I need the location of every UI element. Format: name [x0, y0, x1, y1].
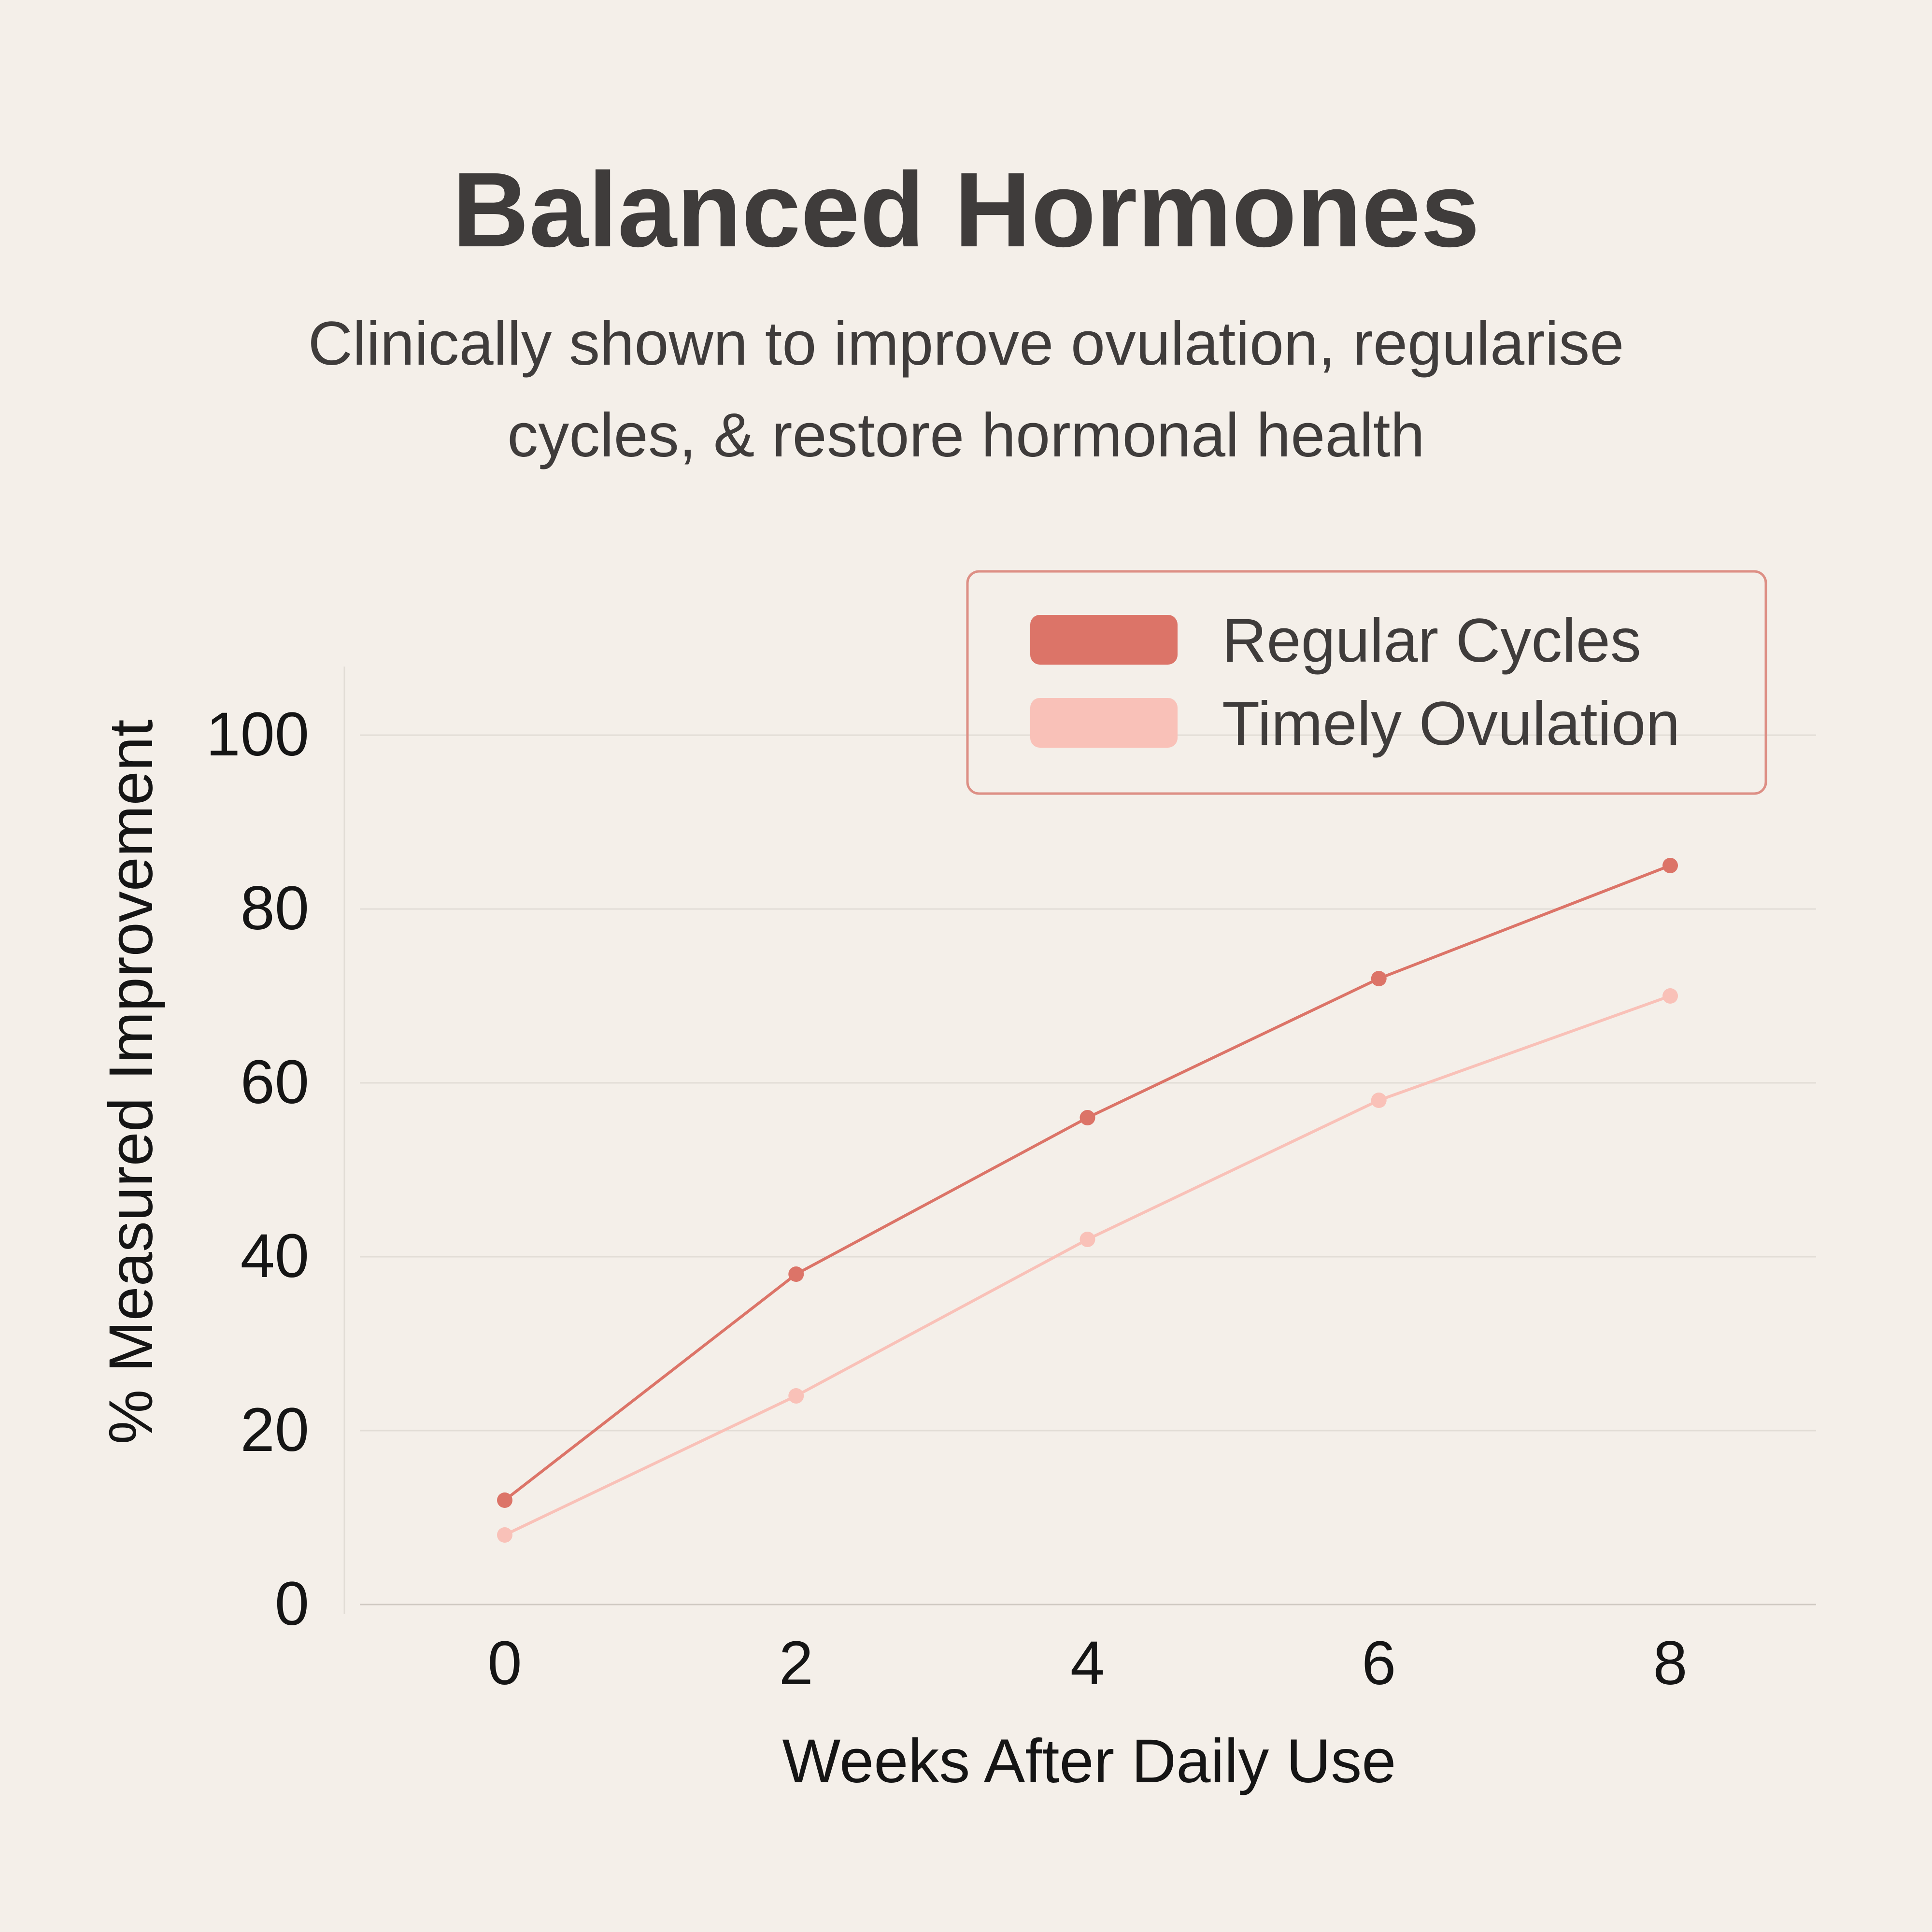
data-point-timely-ovulation-week-4 — [1080, 1232, 1095, 1247]
axes — [343, 667, 1816, 1614]
y-axis-title: % Measured Improvement — [97, 719, 166, 1444]
data-point-regular-cycles-week-4 — [1080, 1110, 1095, 1125]
series-line-regular-cycles — [503, 864, 1672, 1502]
y-tick-label-20: 20 — [241, 1395, 309, 1464]
series-timely-ovulation — [497, 988, 1678, 1543]
y-tick-label-40: 40 — [241, 1222, 309, 1291]
data-point-timely-ovulation-week-2 — [788, 1388, 804, 1404]
gridlines — [360, 734, 1816, 1432]
x-tick-label-8: 8 — [1653, 1629, 1687, 1698]
x-tick-label-4: 4 — [1070, 1629, 1105, 1698]
data-point-timely-ovulation-week-6 — [1371, 1093, 1387, 1108]
legend: Regular Cycles Timely Ovulation — [966, 570, 1767, 795]
legend-swatch-timely-ovulation — [1030, 698, 1178, 748]
data-point-regular-cycles-week-0 — [497, 1492, 512, 1508]
y-tick-label-0: 0 — [275, 1569, 309, 1638]
legend-label-regular-cycles: Regular Cycles — [1222, 606, 1641, 675]
subtitle-line-1: Clinically shown to improve ovulation, r… — [308, 309, 1624, 378]
legend-frame — [966, 570, 1767, 795]
x-tick-label-2: 2 — [779, 1629, 813, 1698]
data-series — [497, 858, 1678, 1543]
series-line-timely-ovulation — [503, 994, 1672, 1536]
y-axis-tick-labels: 0 20 40 60 80 100 — [206, 700, 309, 1638]
y-tick-label-100: 100 — [206, 700, 309, 769]
data-point-regular-cycles-week-2 — [788, 1266, 804, 1282]
chart-title: Balanced Hormones — [452, 150, 1479, 269]
x-axis-tick-labels: 0 2 4 6 8 — [487, 1629, 1687, 1698]
legend-swatch-regular-cycles — [1030, 615, 1178, 665]
series-regular-cycles — [497, 858, 1678, 1508]
data-point-regular-cycles-week-8 — [1662, 858, 1678, 873]
data-point-timely-ovulation-week-0 — [497, 1527, 512, 1543]
data-point-timely-ovulation-week-8 — [1662, 988, 1678, 1004]
x-axis-title: Weeks After Daily Use — [782, 1727, 1396, 1796]
x-tick-label-0: 0 — [487, 1629, 522, 1698]
y-tick-label-80: 80 — [241, 874, 309, 943]
subtitle-line-2: cycles, & restore hormonal health — [507, 401, 1425, 470]
data-point-regular-cycles-week-6 — [1371, 971, 1387, 986]
x-tick-label-6: 6 — [1362, 1629, 1396, 1698]
y-tick-label-60: 60 — [241, 1048, 309, 1117]
legend-label-timely-ovulation: Timely Ovulation — [1222, 689, 1680, 758]
